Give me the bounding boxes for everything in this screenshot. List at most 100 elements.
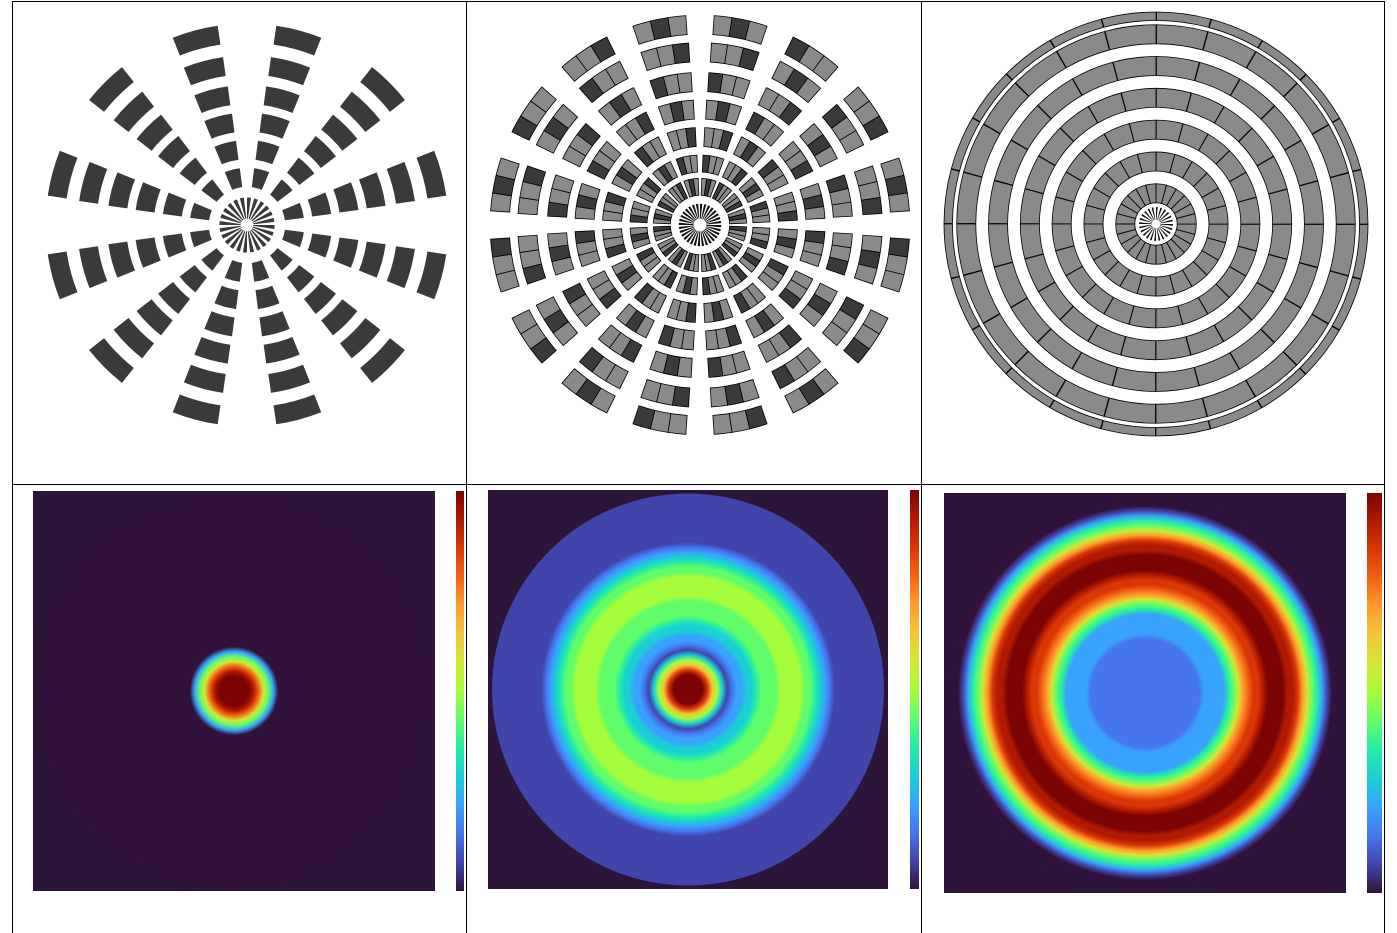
mask-segment — [676, 72, 693, 94]
mask-ring-segment — [983, 82, 1030, 134]
mask-segment — [108, 172, 136, 209]
mask-center-spoke — [688, 206, 698, 220]
mask-segment — [386, 246, 415, 289]
mask-segment — [839, 130, 865, 154]
mask-ring-segment — [963, 123, 1001, 178]
mask-ring-segment — [1019, 188, 1044, 225]
mask-ring-segment — [1246, 51, 1298, 98]
mask-segment — [799, 250, 822, 268]
mask-segment — [321, 114, 358, 151]
mask-center-spoke — [1158, 209, 1166, 221]
mask-segment — [796, 77, 822, 104]
mask-segment — [270, 179, 293, 202]
mask-ring-segment — [1194, 61, 1241, 97]
mask-center-spoke — [695, 203, 700, 219]
mask-center-spoke — [1142, 226, 1153, 236]
mask-segment — [307, 233, 332, 258]
mask-ring-segment — [1120, 87, 1157, 112]
mask-segment — [259, 311, 290, 337]
mask-center-spoke — [1139, 222, 1152, 224]
mask-segment — [790, 159, 814, 180]
mask-segment — [692, 177, 700, 197]
mask-center-spoke — [247, 197, 252, 219]
mask-segment — [586, 270, 610, 291]
mask-ring-segment — [1257, 367, 1307, 409]
mask-ring-segment — [1072, 61, 1119, 96]
mask-segment — [304, 282, 336, 314]
mask-ring-segment — [1299, 325, 1340, 375]
mask-center-spoke — [1139, 224, 1152, 229]
mask-segment — [700, 253, 708, 273]
mask-center-spoke — [689, 230, 698, 245]
mask-ring-segment — [1257, 40, 1307, 81]
mask-segment — [574, 230, 596, 244]
mask-ring-segment — [1298, 180, 1324, 225]
mask-center-spoke — [253, 217, 275, 225]
mask-ring-segment — [1237, 196, 1261, 225]
mask-segment — [751, 214, 771, 224]
mask-segment — [778, 287, 802, 310]
mask-segment — [273, 394, 322, 425]
mask-center-spoke — [705, 213, 719, 223]
mask-segment — [551, 174, 575, 194]
mask-segment — [136, 299, 173, 336]
mask-segment — [712, 413, 733, 435]
mask-ring-segment — [1104, 24, 1157, 51]
mask-segment — [605, 60, 629, 86]
mask-segment — [707, 356, 724, 378]
mask-ring-segment — [1268, 188, 1293, 225]
mask-segment — [224, 168, 243, 190]
mask-segment — [643, 177, 662, 194]
mask-ring-segment — [1208, 400, 1262, 430]
mask-ring-segment — [993, 139, 1029, 186]
mask-segment — [79, 161, 108, 204]
mask-segment — [652, 263, 669, 282]
mask-center-spoke — [704, 210, 717, 222]
mask-segment — [681, 99, 695, 121]
mask-ring-segment — [1051, 223, 1075, 252]
mask-ring-segment — [1010, 297, 1052, 343]
mask-segment — [339, 91, 381, 133]
mask-segment — [632, 405, 656, 430]
mask-segment — [602, 228, 623, 240]
mask-center-spoke — [685, 208, 697, 221]
mask-center-spoke — [697, 231, 700, 247]
mask-ring-segment — [1311, 270, 1349, 325]
mask-segment — [255, 285, 280, 310]
mask-ring-segment — [1128, 119, 1157, 143]
mask-segment — [880, 269, 905, 293]
mask-center-spoke — [221, 227, 242, 239]
mask-segment — [201, 179, 224, 202]
mask-ring-segment — [1005, 39, 1055, 81]
mask-center-spoke — [683, 228, 696, 240]
mask-segment — [738, 47, 760, 72]
mask-segment — [179, 157, 208, 186]
mask-segment — [604, 191, 627, 207]
mask-segment — [113, 317, 155, 359]
intensity-panel-a — [33, 491, 464, 891]
mask-segment — [135, 237, 161, 268]
mask-segment — [270, 248, 293, 271]
mask-segment — [636, 246, 656, 262]
mask-segment — [360, 67, 405, 112]
mask-segment — [762, 123, 785, 147]
mask-segment — [162, 233, 187, 258]
mask-ring-segment — [963, 270, 1001, 324]
mask-ring-segment — [971, 325, 1013, 375]
mask-center-spoke — [233, 199, 245, 220]
mask-center-spoke — [1159, 225, 1173, 231]
mask-center-spoke — [681, 227, 695, 237]
mask-ring-segment — [1037, 78, 1083, 120]
mask-segment — [634, 111, 655, 135]
mask-segment — [888, 237, 910, 258]
mask-center-spoke — [224, 228, 243, 245]
mask-center-spoke — [700, 231, 705, 247]
mask-ring-segment — [950, 276, 980, 330]
mask-segment — [47, 251, 78, 300]
mask-center-spoke — [702, 230, 712, 244]
mask-center-spoke — [250, 201, 265, 221]
mask-ring-segment — [1037, 328, 1082, 370]
mask-segment — [738, 256, 757, 273]
mask-segment — [744, 20, 768, 45]
mask-center-spoke — [700, 203, 703, 219]
